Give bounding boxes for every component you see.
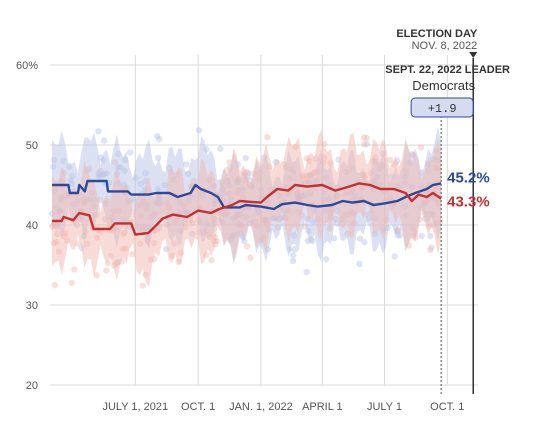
election-day-title: ELECTION DAY — [396, 28, 478, 40]
x-tick-label: JULY 1 — [367, 401, 402, 413]
leader-margin-value: +1.9 — [428, 102, 457, 116]
poll-dot — [195, 127, 203, 134]
y-tick-label: 40 — [26, 220, 38, 232]
poll-dot — [291, 246, 299, 253]
poll-dot — [427, 232, 434, 240]
uncertainty-bands — [52, 126, 442, 287]
poll-dot — [304, 237, 312, 245]
poll-dot — [418, 232, 425, 240]
leader-title: SEPT. 22, 2022 LEADER — [385, 64, 510, 76]
y-axis-tick-labels: 20 30 40 50 60% — [16, 60, 38, 392]
poll-dot — [417, 144, 425, 151]
poll-dot — [93, 272, 100, 279]
x-tick-label: JULY 1, 2021 — [102, 401, 168, 413]
poll-dot — [360, 134, 368, 141]
poll-dot — [242, 154, 249, 162]
series-end-label-red: 43.3% — [447, 194, 490, 211]
election-day-arrow-icon — [469, 52, 478, 58]
poll-dot — [156, 135, 163, 143]
y-tick-label: 60% — [16, 60, 38, 72]
poll-dot — [127, 149, 134, 156]
poll-dot — [208, 257, 215, 264]
poll-dot — [139, 282, 147, 289]
poll-dot — [396, 232, 404, 239]
leader-party: Democrats — [412, 78, 475, 93]
poll-dot — [360, 141, 368, 148]
poll-dot — [183, 161, 190, 168]
poll-dot — [68, 279, 75, 287]
y-tick-label: 30 — [26, 300, 38, 312]
series-line — [52, 182, 442, 236]
x-tick-label: OCT. 1 — [181, 401, 215, 413]
election-day-date: NOV. 8, 2022 — [412, 40, 478, 52]
poll-dot — [356, 260, 363, 268]
poll-dot — [155, 154, 162, 162]
poll-dot — [356, 235, 364, 242]
poll-dot — [309, 237, 316, 244]
poll-dot — [100, 137, 108, 144]
poll-dot — [217, 145, 224, 152]
poll-dot — [427, 246, 434, 254]
poll-dot — [428, 244, 435, 251]
x-axis-tick-labels: JULY 1, 2021 OCT. 1 JAN. 1, 2022 APRIL 1 JUL… — [102, 401, 464, 413]
poll-dot — [103, 267, 110, 274]
poll-dot — [303, 268, 310, 276]
average-lines — [52, 179, 442, 236]
poll-dot — [71, 266, 78, 273]
poll-dot — [391, 253, 398, 260]
uncertainty-band — [52, 129, 442, 287]
leader-margin-badge — [410, 97, 474, 118]
poll-dot — [95, 128, 102, 135]
y-tick-label: 50 — [26, 140, 38, 152]
x-tick-label: APRIL 1 — [302, 401, 343, 413]
poll-dot — [154, 132, 161, 140]
poll-dot — [247, 254, 254, 261]
poll-dot — [289, 252, 297, 259]
poll-dot — [264, 133, 271, 141]
poll-dot — [128, 251, 136, 258]
x-tick-label: JAN. 1, 2022 — [229, 401, 293, 413]
poll-dot — [322, 256, 330, 263]
y-tick-label: 20 — [26, 380, 38, 392]
poll-dot — [363, 140, 371, 148]
x-tick-label: OCT. 1 — [430, 401, 464, 413]
poll-dot — [363, 134, 370, 142]
poll-dot — [361, 239, 368, 246]
poll-dot — [51, 281, 59, 289]
poll-dot — [387, 156, 394, 164]
series-end-label-blue: 45.2% — [447, 169, 490, 186]
poll-dot — [330, 235, 338, 242]
poll-dot — [243, 243, 251, 250]
poll-dot — [289, 257, 297, 265]
